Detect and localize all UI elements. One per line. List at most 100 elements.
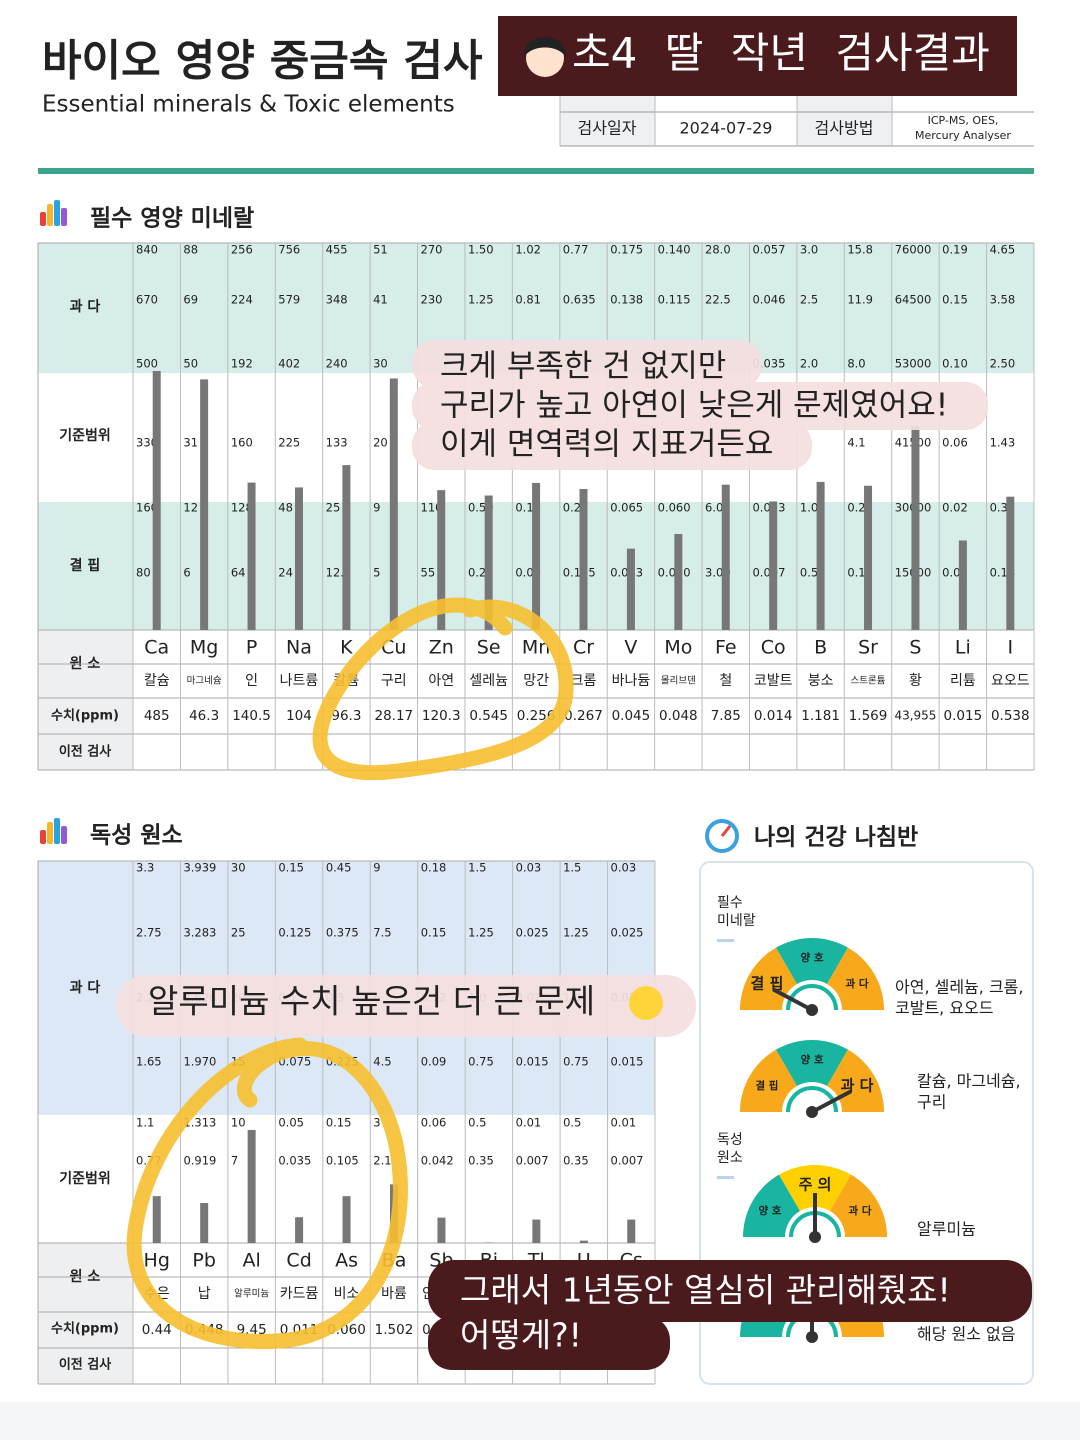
scale-label: 55 (421, 566, 436, 580)
scale-label: 1.5 (563, 861, 581, 875)
scale-label: 51 (373, 243, 388, 257)
scale-label: 0.15 (942, 293, 968, 307)
bar (674, 534, 682, 630)
element-symbol: Cr (573, 637, 594, 659)
element-symbol: Mg (190, 637, 218, 659)
scale-label: 0.15 (421, 926, 447, 940)
element-symbol: Co (761, 637, 786, 659)
scale-label: 0.81 (515, 293, 541, 307)
bar (343, 1196, 351, 1243)
element-symbol: B (814, 637, 827, 659)
scale-label: 1.25 (563, 926, 589, 940)
scale-label: 69 (183, 293, 198, 307)
element-name: 납 (198, 1286, 211, 1302)
bar (1006, 497, 1014, 630)
element-value: 485 (144, 708, 170, 724)
element-symbol: V (624, 637, 637, 659)
element-symbol: Mo (664, 637, 692, 659)
scale-label: 64500 (895, 293, 932, 307)
scale-label: 0.033 (610, 566, 643, 580)
bar (627, 549, 635, 630)
scale-label: 1.65 (136, 1055, 162, 1069)
scale-label: 50 (183, 357, 198, 371)
scale-label: 3.0 (800, 243, 818, 257)
scale-label: 1.02 (515, 243, 541, 257)
scale-label: 11.9 (847, 293, 873, 307)
element-value: 1.569 (849, 708, 888, 724)
scale-label: 15.8 (847, 243, 873, 257)
bar (817, 482, 825, 630)
element-value: 43,955 (894, 709, 936, 723)
row-label: 과 다 (70, 299, 101, 315)
scale-label: 0.635 (563, 293, 596, 307)
bar (580, 1241, 588, 1243)
scale-label: 48 (278, 501, 293, 515)
scale-label: 2.50 (990, 357, 1016, 371)
scale-label: 192 (231, 357, 253, 371)
element-name: 알루미늄 (234, 1289, 269, 1300)
section-icon (40, 830, 46, 844)
panel-dash (717, 939, 734, 942)
element-value: 7.85 (711, 708, 741, 724)
element-value: 96.3 (331, 708, 361, 724)
element-symbol: Se (477, 637, 501, 659)
scale-label: 224 (231, 293, 253, 307)
scale-label: 3 (373, 1116, 380, 1130)
gauge-note: 아연, 셀레늄, 크롬, (895, 978, 1023, 997)
scale-label: 160 (231, 436, 253, 450)
scale-label: 500 (136, 357, 158, 371)
scale-label: 1.25 (468, 293, 494, 307)
element-value: 46.3 (189, 708, 219, 724)
element-symbol: As (335, 1250, 358, 1272)
section-icon (47, 204, 53, 226)
element-symbol: Na (286, 637, 312, 659)
row-label: 이전 검사 (59, 1357, 111, 1373)
scale-label: 3.939 (183, 861, 216, 875)
gauge-hub (806, 1331, 818, 1343)
info-value: Mercury Analyser (915, 129, 1011, 142)
panel-label: 원소 (717, 1150, 743, 1166)
panel-label: 독성 (717, 1132, 743, 1148)
element-name: 셀레늄 (469, 673, 508, 689)
element-symbol: I (1007, 637, 1013, 659)
title: 바이오 영양 중금속 검사 (42, 37, 483, 87)
scale-label: 0.05 (278, 1116, 304, 1130)
gauge-note: 칼슘, 마그네슘, (917, 1072, 1021, 1091)
scale-label: 0.035 (278, 1154, 311, 1168)
scale-label: 1.25 (468, 926, 494, 940)
element-name: 몰리브덴 (661, 676, 696, 687)
scale-label: 64 (231, 566, 246, 580)
scale-label: 30 (373, 357, 388, 371)
scale-label: 0.06 (421, 1116, 447, 1130)
scale-label: 3.58 (990, 293, 1016, 307)
scale-label: 0.75 (468, 1055, 494, 1069)
scale-label: 0.03 (611, 861, 637, 875)
element-value: 1.502 (375, 1322, 414, 1338)
scale-label: 0.115 (563, 566, 596, 580)
bar (153, 371, 161, 630)
element-symbol: Fe (715, 637, 737, 659)
scale-label: 88 (183, 243, 198, 257)
gauge-label: 과 다 (841, 1077, 874, 1095)
scale-label: 41 (373, 293, 388, 307)
scale-label: 2.5 (800, 293, 818, 307)
scale-label: 0.01 (611, 1116, 637, 1130)
scale-label: 230 (421, 293, 443, 307)
element-name: 황 (909, 673, 922, 689)
scale-label: 9 (373, 861, 380, 875)
row-label: 기준범위 (59, 1171, 111, 1187)
gauge-hub (806, 1004, 818, 1016)
divider (38, 168, 1034, 174)
scale-label: 0.057 (752, 243, 785, 257)
element-name: 바나듐 (612, 673, 651, 689)
scale-label: 0.060 (658, 501, 691, 515)
section-title: 필수 영양 미네랄 (90, 206, 254, 232)
element-name: 요오드 (991, 673, 1030, 689)
scale-label: 0.030 (658, 566, 691, 580)
bar (342, 465, 350, 630)
row-label: 수치(ppm) (51, 1321, 119, 1337)
section-icon (54, 818, 60, 844)
element-value: 0.015 (944, 708, 983, 724)
scale-label: 6 (183, 566, 190, 580)
